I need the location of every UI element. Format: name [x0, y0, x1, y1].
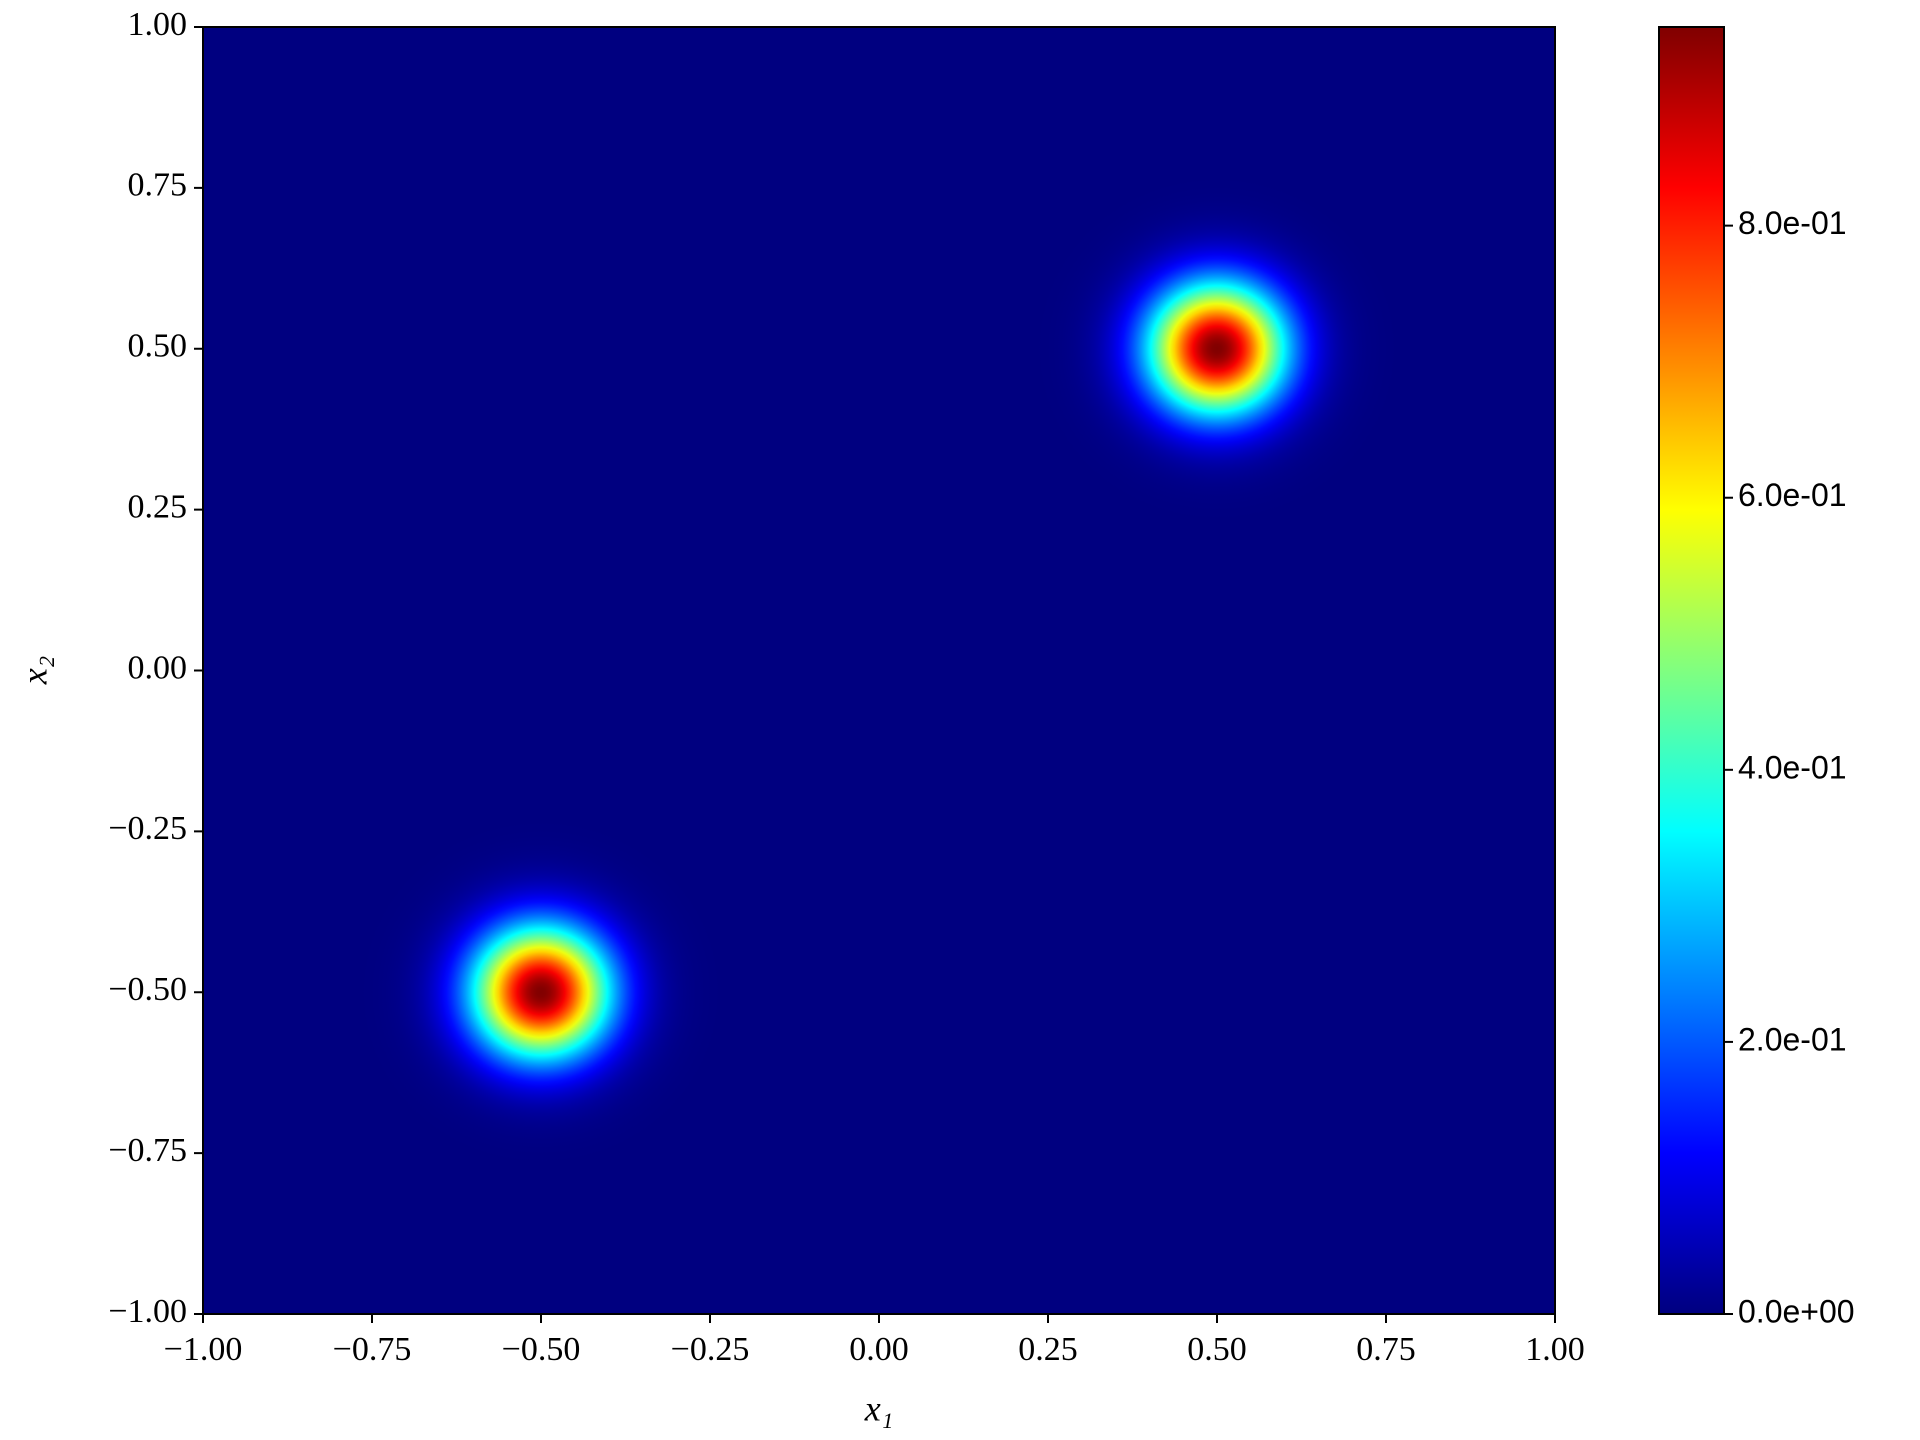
y-tick-label: 1.00: [128, 6, 188, 43]
peak: [351, 812, 731, 1173]
y-tick-label: 0.00: [128, 649, 188, 686]
colorbar-tick-label: 4.0e-01: [1738, 749, 1847, 785]
y-tick-label: −1.00: [108, 1293, 187, 1330]
x-tick-label: 0.50: [1187, 1331, 1247, 1368]
heatmap-background: [203, 27, 1555, 1314]
x-tick-label: 0.25: [1018, 1331, 1078, 1368]
y-axis-label: x₂: [14, 656, 54, 686]
peak: [1027, 168, 1407, 529]
x-tick-label: 1.00: [1525, 1331, 1585, 1368]
y-tick-label: −0.25: [108, 810, 187, 847]
colorbar-tick-label: 6.0e-01: [1738, 477, 1847, 513]
y-tick-label: 0.50: [128, 328, 188, 365]
colorbar-tick-label: 2.0e-01: [1738, 1021, 1847, 1057]
colorbar-tick-label: 0.0e+00: [1738, 1293, 1855, 1329]
colorbar-tick-label: 8.0e-01: [1738, 205, 1847, 241]
y-tick-label: −0.50: [108, 971, 187, 1008]
x-tick-label: 0.00: [849, 1331, 909, 1368]
y-tick-label: 0.25: [128, 488, 188, 525]
x-axis-label: x₁: [864, 1388, 894, 1428]
colorbar: [1658, 26, 1725, 1315]
x-tick-label: −1.00: [164, 1331, 243, 1368]
heatmap: [351, 168, 1407, 1173]
x-tick-label: −0.75: [333, 1331, 412, 1368]
x-tick-label: −0.25: [671, 1331, 750, 1368]
y-tick-label: −0.75: [108, 1132, 187, 1169]
x-tick-label: −0.50: [502, 1331, 581, 1368]
y-tick-label: 0.75: [128, 167, 188, 204]
x-tick-label: 0.75: [1356, 1331, 1416, 1368]
